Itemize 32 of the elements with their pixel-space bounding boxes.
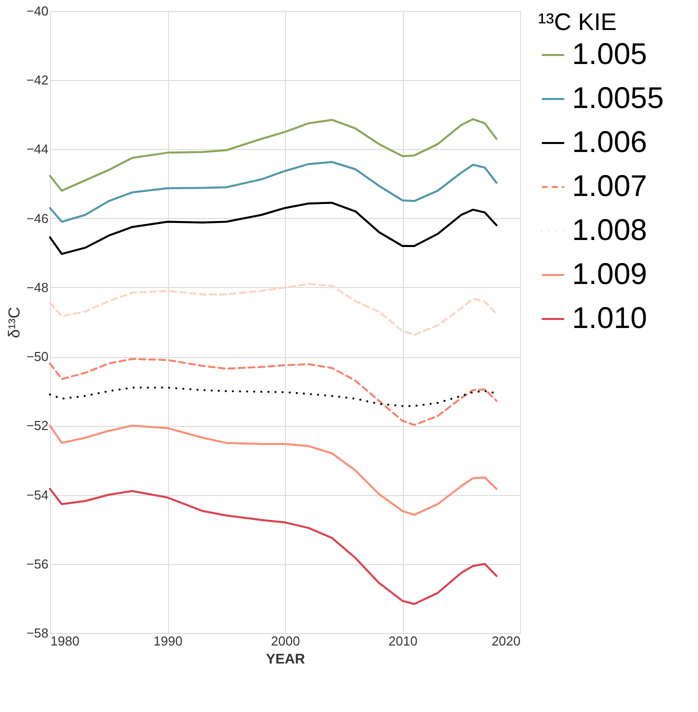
y-tick-label: −50 [26, 349, 48, 364]
line-series [49, 488, 498, 605]
line-series [49, 161, 498, 223]
line-series [49, 424, 498, 516]
legend-label: 1.006 [572, 126, 648, 159]
x-axis-title: YEAR [266, 650, 305, 666]
y-tick-label: −54 [26, 487, 48, 502]
y-tick-label: −44 [26, 142, 48, 157]
line-series [49, 118, 498, 192]
y-tick-label: −46 [26, 210, 48, 226]
legend-label: 1.007 [572, 170, 648, 203]
y-tick-label: −52 [26, 418, 48, 434]
legend-label: 1.005 [572, 38, 648, 71]
legend-label: 1.010 [572, 302, 648, 335]
y-tick-label: −42 [26, 72, 48, 88]
x-tick-label: 2000 [271, 634, 300, 648]
line-series [49, 282, 498, 336]
legend-label: 1.008 [572, 214, 648, 247]
legend-title: ¹³C KIE [538, 9, 617, 36]
y-tick-label: −40 [26, 4, 48, 18]
y-tick-label: −56 [26, 556, 48, 572]
y-tick-label: −48 [26, 280, 48, 295]
line-series [49, 202, 498, 255]
x-tick-label: 1990 [154, 634, 182, 648]
x-tick-label: 2020 [492, 634, 520, 648]
legend-label: 1.009 [572, 258, 648, 291]
y-tick-label: −58 [26, 626, 48, 640]
y-axis-title: δ¹³C [6, 306, 24, 338]
line-series [49, 358, 498, 426]
x-tick-label: 1980 [50, 634, 80, 648]
x-tick-label: 2010 [388, 634, 418, 648]
legend-label: 1.0055 [572, 82, 664, 115]
